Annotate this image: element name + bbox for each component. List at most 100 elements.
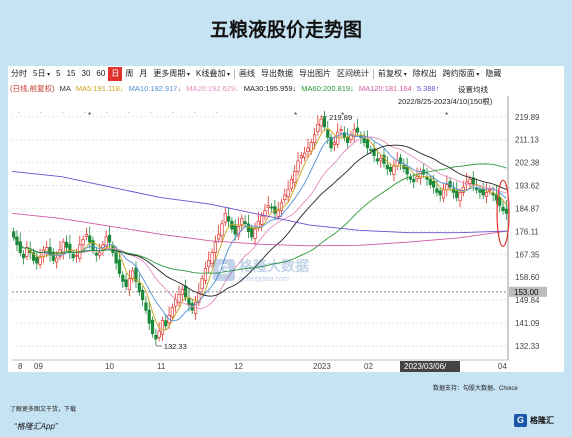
- candle-body: [141, 289, 145, 301]
- toolbar-item[interactable]: 跨约版面: [440, 67, 483, 81]
- y-tick-label: 193.62: [515, 182, 540, 191]
- candle-body: [31, 252, 36, 261]
- candle-body: [408, 176, 413, 180]
- ma-settings-button[interactable]: 设置均线: [456, 84, 490, 95]
- candle-body: [117, 259, 122, 274]
- candle-body: [402, 164, 406, 170]
- y-tick-label: 219.89: [515, 113, 540, 122]
- candle-body: [98, 252, 102, 256]
- candle-body: [127, 278, 131, 291]
- brand-logo-text: 格隆汇: [530, 416, 554, 425]
- candle-body: [279, 202, 284, 212]
- toolbar-item[interactable]: 导出图片: [299, 69, 332, 78]
- y-tick-label: 141.09: [515, 319, 540, 328]
- toolbar-item[interactable]: 导出数据: [261, 69, 294, 78]
- candle-body: [269, 206, 274, 209]
- legend-item: MA10:192.917↓: [128, 84, 182, 93]
- annotation-label: 219.89: [329, 113, 352, 122]
- x-tick-label: 04: [498, 362, 507, 371]
- ma-long-line: [11, 212, 509, 247]
- candle-body: [395, 160, 399, 167]
- candle-body: [207, 260, 211, 268]
- legend-item: MA60:200.819↓: [301, 84, 354, 93]
- candle-body: [312, 134, 317, 143]
- candle-body: [455, 190, 459, 198]
- cursor-date-label: 2023/03/06/: [404, 362, 447, 371]
- x-tick-label: 2023: [313, 362, 331, 371]
- candle-body: [81, 239, 85, 246]
- y-tick-label: 211.13: [515, 136, 539, 145]
- cursor-date-box: [400, 361, 460, 372]
- candle-body: [104, 236, 108, 247]
- legend-item: MA30:195.959↓: [243, 84, 297, 93]
- candle-body: [372, 148, 376, 157]
- event-marker-star: *: [341, 111, 344, 120]
- brand-logo-icon: G: [514, 414, 527, 427]
- candle-body: [150, 319, 155, 335]
- toolbar-item[interactable]: 更多周期: [150, 67, 193, 81]
- candle-body: [322, 117, 327, 128]
- toolbar-item[interactable]: 60: [96, 69, 106, 78]
- event-marker: ˙: [128, 112, 130, 120]
- candle-body: [154, 334, 158, 340]
- event-marker: ˙: [84, 112, 86, 120]
- candle-body: [250, 228, 254, 238]
- toolbar-item[interactable]: 画线: [239, 69, 256, 78]
- toolbar-item[interactable]: 周: [125, 69, 134, 78]
- candle-body: [223, 212, 227, 223]
- legend-item: MA20:192.629↓: [186, 84, 239, 93]
- x-tick-label: 11: [157, 362, 166, 371]
- candle-body: [61, 241, 65, 254]
- footer-app-name: “格隆汇App”: [14, 422, 58, 431]
- candle-body: [488, 189, 492, 192]
- candle-body: [177, 294, 181, 304]
- candle-body: [306, 147, 310, 152]
- candle-body: [418, 171, 422, 179]
- candle-body: [375, 158, 379, 162]
- toolbar-item[interactable]: 30: [81, 69, 91, 78]
- event-marker: ˙: [194, 112, 196, 120]
- toolbar-item[interactable]: 前复权: [375, 67, 410, 81]
- y-tick-label: 176.11: [515, 227, 539, 236]
- toolbar-item[interactable]: 月: [139, 69, 148, 78]
- candle-body: [498, 196, 502, 206]
- candle-body: [35, 256, 39, 264]
- legend-item: 5.388↑: [416, 84, 440, 93]
- event-marker-star: *: [294, 111, 297, 120]
- candle-body: [438, 190, 442, 196]
- candle-body: [18, 241, 22, 253]
- y-tick-label: 202.38: [515, 159, 540, 168]
- toolbar-item[interactable]: 15: [66, 69, 76, 78]
- toolbar-item[interactable]: 隐藏: [485, 69, 502, 78]
- toolbar-item[interactable]: 5日: [30, 67, 53, 81]
- candle-body: [299, 155, 303, 159]
- event-marker: ˙: [40, 112, 42, 120]
- candle-body: [336, 131, 340, 145]
- candle-body: [55, 257, 59, 263]
- event-marker-star: *: [88, 111, 91, 120]
- candle-body: [329, 137, 333, 149]
- candle-body: [74, 254, 79, 257]
- toolbar-item[interactable]: 5: [56, 69, 61, 78]
- event-marker: ˙: [18, 112, 20, 120]
- candle-body: [405, 166, 409, 175]
- watermark-brand: 格隆大数据: [239, 258, 309, 274]
- candle-body: [210, 252, 214, 264]
- candle-body: [64, 241, 69, 248]
- ma-long-line: [11, 170, 509, 234]
- toolbar-item[interactable]: 日: [108, 67, 123, 81]
- toolbar-item[interactable]: 除权出: [412, 69, 437, 78]
- candle-body: [217, 233, 221, 240]
- candle-body: [342, 132, 346, 138]
- toolbar-divider: [373, 69, 375, 79]
- candle-body: [71, 253, 75, 259]
- ma-line: [13, 136, 507, 309]
- toolbar-item[interactable]: 区间统计: [337, 69, 370, 78]
- candle-body: [309, 142, 313, 152]
- event-marker: ˙: [172, 112, 174, 120]
- toolbar-item[interactable]: 分时: [11, 69, 27, 78]
- candlestick-chart[interactable]: 219.89 211.13 202.38 193.62 184.87 176.11 167.…: [8, 66, 564, 372]
- candle-body: [203, 267, 208, 281]
- toolbar-item[interactable]: K线叠加: [193, 67, 233, 81]
- candle-body: [425, 176, 429, 180]
